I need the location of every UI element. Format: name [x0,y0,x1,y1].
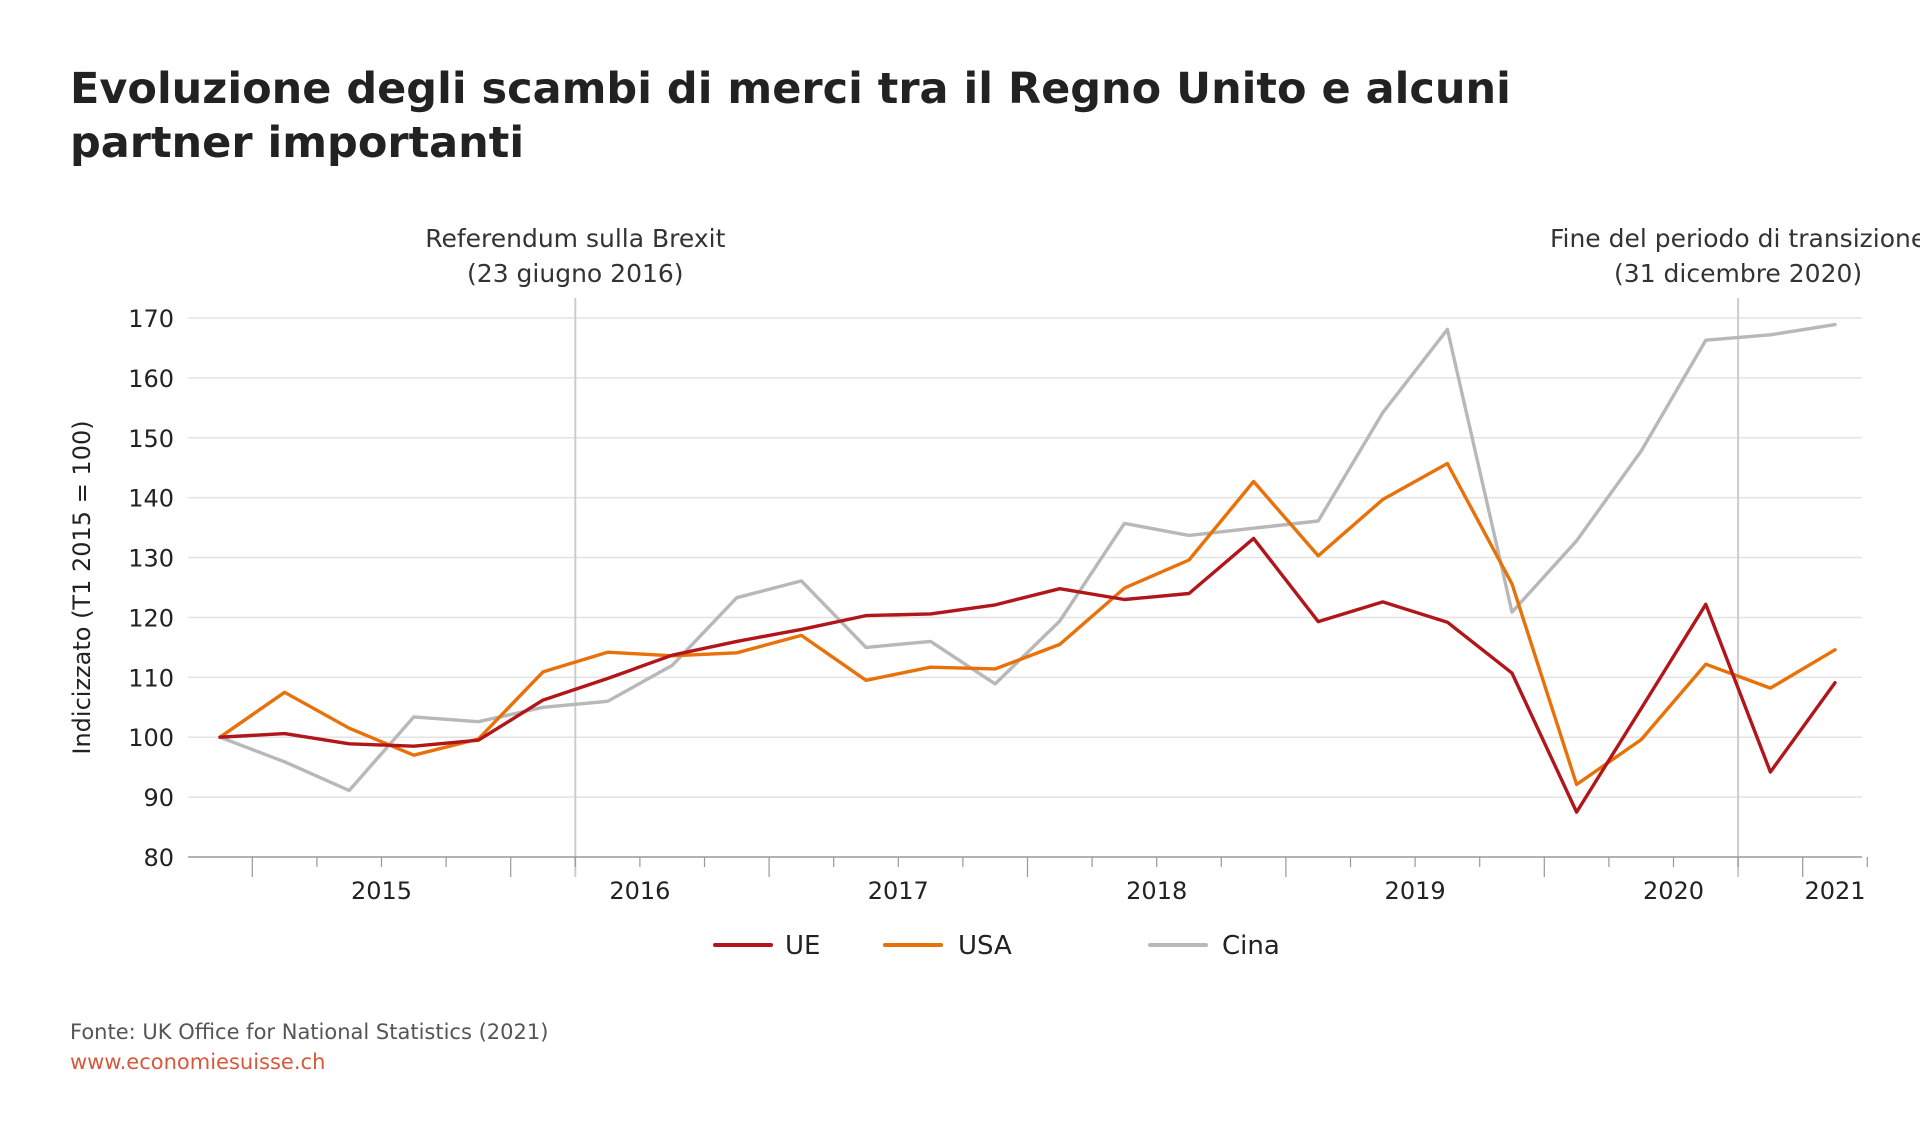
x-tick-label: 2017 [868,877,929,905]
annotation-brexit-date: (23 giugno 2016) [467,259,684,288]
chart-title: Evoluzione degli scambi di merci tra il … [70,64,1511,168]
legend-label-ue: UE [785,931,820,961]
annotation-brexit-title: Referendum sulla Brexit [425,224,725,253]
grid-lines [188,317,1862,798]
y-tick-label: 170 [128,305,174,333]
y-tick-label: 80 [143,844,174,872]
series-line-ue [218,536,1837,814]
series-line-cina [218,322,1837,793]
y-tick-label: 90 [143,784,174,812]
series-line-usa [218,461,1837,787]
x-tick-label: 2021 [1804,877,1865,905]
source-note: Fonte: UK Office for National Statistics… [70,1020,549,1044]
event-markers: Referendum sulla Brexit (23 giugno 2016) F… [425,224,1920,877]
y-tick-label: 100 [128,724,174,752]
y-tick-label: 120 [128,604,174,632]
y-tick-label: 160 [128,365,174,393]
x-tick-label: 2020 [1643,877,1704,905]
y-tick-label: 150 [128,425,174,453]
y-axis-label: Indicizzato (T1 2015 = 100) [68,420,96,754]
legend: UE USA Cina [713,931,1280,961]
website-link[interactable]: www.economiesuisse.ch [70,1050,326,1074]
legend-label-usa: USA [958,931,1012,961]
legend-label-cina: Cina [1222,931,1280,961]
x-tick-label: 2018 [1126,877,1187,905]
y-tick-label: 110 [128,664,174,692]
y-tick-label: 130 [128,545,174,573]
axes: 80 90 100 110 120 130 140 150 160 170 Indicizzato … [68,305,1868,905]
x-tick-label: 2019 [1385,877,1446,905]
y-tick-label: 140 [128,485,174,513]
annotation-transition-title: Fine del periodo di transizione [1550,224,1920,253]
series-lines [218,322,1837,814]
x-tick-label: 2015 [351,877,412,905]
annotation-transition-date: (31 dicembre 2020) [1614,259,1862,288]
x-tick-label: 2016 [609,877,670,905]
